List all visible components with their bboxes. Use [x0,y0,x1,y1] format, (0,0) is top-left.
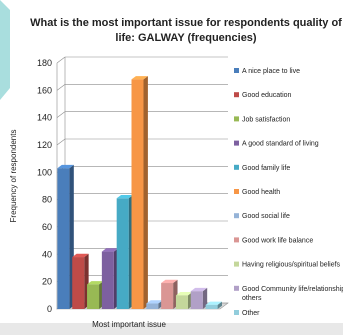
legend-swatch [234,213,239,218]
legend-swatch [234,286,239,291]
y-tick-label: 40 [42,249,52,259]
legend-item: Good social life [234,213,290,220]
legend-label: Job satisfaction [242,116,290,123]
bar-front [176,295,188,309]
legend-label: Having religious/spiritual beliefs [242,262,341,269]
legend-swatch [234,68,239,73]
y-tick-label: 100 [37,167,52,177]
y-tick-label: 160 [37,85,52,95]
bar-front [57,168,69,309]
legend-item: Good health [234,189,280,196]
y-tick-label: 80 [42,195,52,205]
y-tick-label: 120 [37,140,52,150]
bar-front [191,291,203,309]
gridline-diagonal [57,112,65,118]
gridline-diagonal [57,139,65,145]
bar-front [87,284,99,309]
legend-item: A nice place to live [234,68,300,75]
bar [57,165,73,309]
y-tick-label: 60 [42,222,52,232]
legend-label: Good Community life/relationships [242,286,343,293]
legend-label: Good social life [242,213,290,220]
bar [132,76,148,309]
legend-swatch [234,237,239,242]
legend-label: Other [242,310,260,317]
bar [87,281,103,309]
legend-label: Good health [242,189,280,196]
bar-front [102,252,114,309]
gridline-diagonal [57,57,65,63]
legend: A nice place to live Good education Job sa… [234,68,343,317]
bar [72,254,88,309]
legend-label: others [242,295,262,302]
bar-front [117,198,129,309]
legend-label: A good standard of living [242,141,319,148]
legend-swatch [234,116,239,121]
legend-item: Having religious/spiritual beliefs [234,262,341,269]
y-tick-label: 140 [37,113,52,123]
bar-front [132,79,144,309]
gridline-diagonal [57,84,65,90]
legend-item: Job satisfaction [234,116,290,123]
bar-front [206,305,218,309]
bar-side [144,76,148,309]
legend-item: Good Community life/relationships others [234,286,343,302]
bars [57,76,222,309]
chart-title-line-1: What is the most important issue for res… [30,17,342,29]
y-tick-label: 20 [42,277,52,287]
bar-front [146,304,158,309]
legend-item: Good work life balance [234,237,313,244]
legend-label: Good family life [242,165,290,172]
bar [102,248,118,309]
legend-label: A nice place to live [242,68,300,75]
legend-label: Good education [242,92,292,99]
bar [191,288,207,309]
bar [161,280,177,309]
y-tick-labels: 0 20 40 60 80 100 120 140 160 180 [37,58,52,314]
bar [176,292,192,309]
legend-swatch [234,262,239,267]
legend-swatch [234,141,239,146]
legend-item: A good standard of living [234,141,319,148]
bar-front [72,257,84,309]
bar [117,195,133,309]
legend-swatch [234,189,239,194]
legend-item: Good family life [234,165,290,172]
legend-label: Good work life balance [242,237,313,244]
chart-title-line-2: life: GALWAY (frequencies) [115,32,257,44]
legend-swatch [234,310,239,315]
x-axis-title: Most important issue [92,320,166,329]
bar-front [161,283,173,309]
legend-item: Good education [234,92,292,99]
legend-swatch [234,165,239,170]
y-tick-label: 180 [37,58,52,68]
y-tick-label: 0 [47,304,52,314]
legend-swatch [234,92,239,97]
y-axis-title: Frequency of respondents [9,130,18,223]
legend-item: Other [234,310,260,317]
